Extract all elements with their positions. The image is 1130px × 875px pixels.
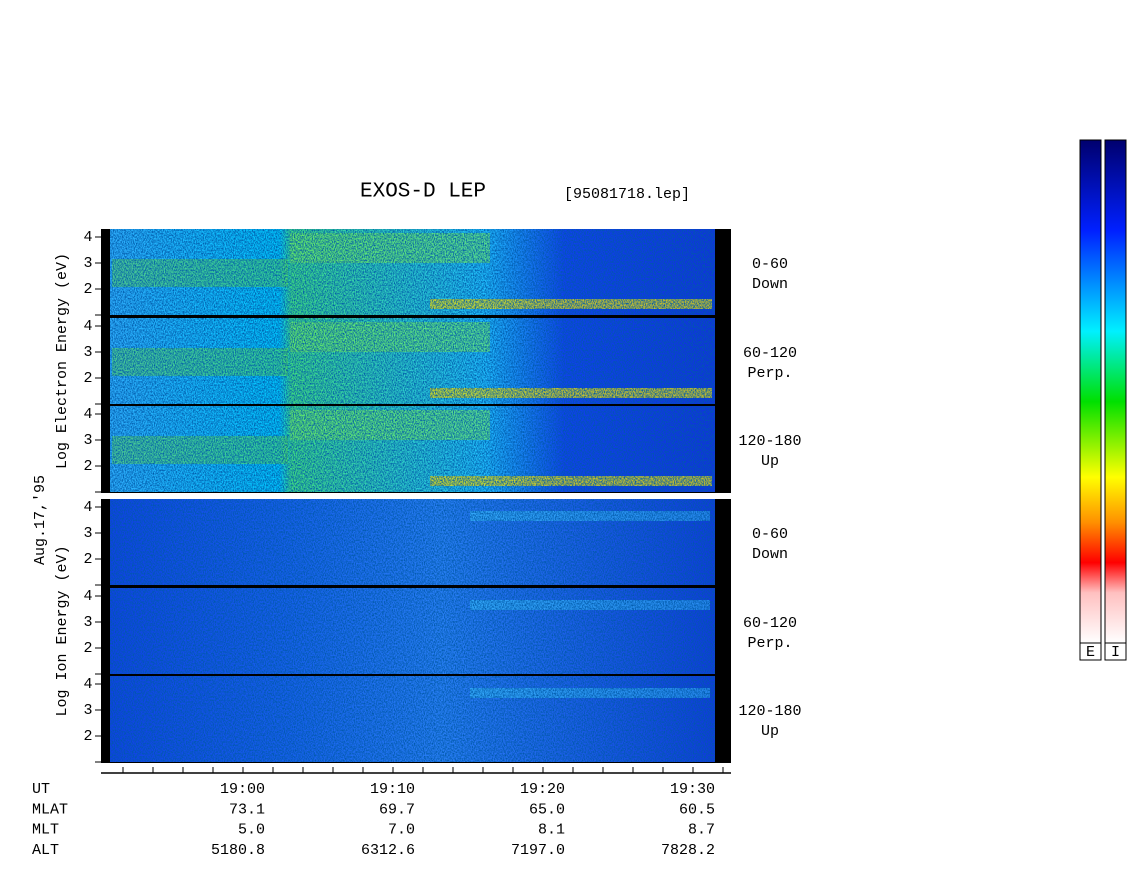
row-value: 7.0	[388, 822, 415, 839]
y-tick-label: 2	[83, 551, 92, 568]
time-label: 19:10	[370, 781, 415, 798]
row-label: MLT	[32, 822, 59, 839]
row-value: 7197.0	[511, 842, 565, 859]
row-value: 5180.8	[211, 842, 265, 859]
colorbar-label: I	[1111, 644, 1120, 661]
date: Aug.17,'95	[32, 475, 49, 565]
speckle	[110, 406, 715, 492]
y-tick-label: 2	[83, 370, 92, 387]
y-tick-label: 2	[83, 640, 92, 657]
y-tick-label: 4	[83, 588, 92, 605]
speckle	[110, 229, 715, 315]
y-tick-label: 4	[83, 676, 92, 693]
angle-label: 0-60	[752, 256, 788, 273]
row-value: 8.1	[538, 822, 565, 839]
y-axis-label: Log Ion Energy (eV)	[54, 545, 71, 716]
row-value: 69.7	[379, 801, 415, 818]
y-tick-label: 2	[83, 728, 92, 745]
time-label: 19:20	[520, 781, 565, 798]
y-tick-label: 3	[83, 344, 92, 361]
direction-label: Perp.	[747, 365, 792, 382]
row-value: 73.1	[229, 801, 265, 818]
row-value: 60.5	[679, 801, 715, 818]
time-label: 19:00	[220, 781, 265, 798]
y-tick-label: 2	[83, 458, 92, 475]
colorbar-label: E	[1086, 644, 1095, 661]
y-tick-label: 4	[83, 406, 92, 423]
y-tick-label: 3	[83, 432, 92, 449]
row-label: UT	[32, 781, 50, 798]
y-axis-label: Log Electron Energy (eV)	[54, 253, 71, 469]
direction-label: Up	[761, 453, 779, 470]
angle-label: 120-180	[738, 433, 801, 450]
y-tick-label: 3	[83, 614, 92, 631]
plots: 4 3 2 0-60 Down 4 3 2 60-120 Perp. 4 3 2 120-180 Up Log…	[54, 229, 802, 763]
row-value: 6312.6	[361, 842, 415, 859]
y-tick-label: 3	[83, 525, 92, 542]
y-tick-label: 4	[83, 318, 92, 335]
row-value: 7828.2	[661, 842, 715, 859]
colorbar-label-box	[1104, 642, 1127, 661]
row-value: 8.7	[688, 822, 715, 839]
direction-label: Up	[761, 723, 779, 740]
y-tick-label: 4	[83, 499, 92, 516]
title: EXOS-D LEP	[360, 181, 486, 204]
speckle	[110, 318, 715, 404]
speckle	[110, 499, 715, 585]
direction-label: Perp.	[747, 635, 792, 652]
direction-label: Down	[752, 546, 788, 563]
speckle	[110, 676, 715, 762]
angle-label: 60-120	[743, 345, 797, 362]
speckle	[110, 588, 715, 674]
angle-label: 120-180	[738, 703, 801, 720]
colorbar-label-box	[1079, 642, 1102, 661]
time-label: 19:30	[670, 781, 715, 798]
file-name: [95081718.lep]	[564, 186, 690, 203]
row-label: MLAT	[32, 801, 68, 818]
row-value: 65.0	[529, 801, 565, 818]
row-label: ALT	[32, 842, 59, 859]
y-tick-label: 3	[83, 702, 92, 719]
direction-label: Down	[752, 276, 788, 293]
y-tick-label: 4	[83, 229, 92, 246]
y-tick-label: 2	[83, 281, 92, 298]
row-value: 5.0	[238, 822, 265, 839]
y-tick-label: 3	[83, 255, 92, 272]
angle-label: 60-120	[743, 615, 797, 632]
colorbar	[1104, 139, 1127, 644]
colorbar	[1079, 139, 1102, 644]
angle-label: 0-60	[752, 526, 788, 543]
